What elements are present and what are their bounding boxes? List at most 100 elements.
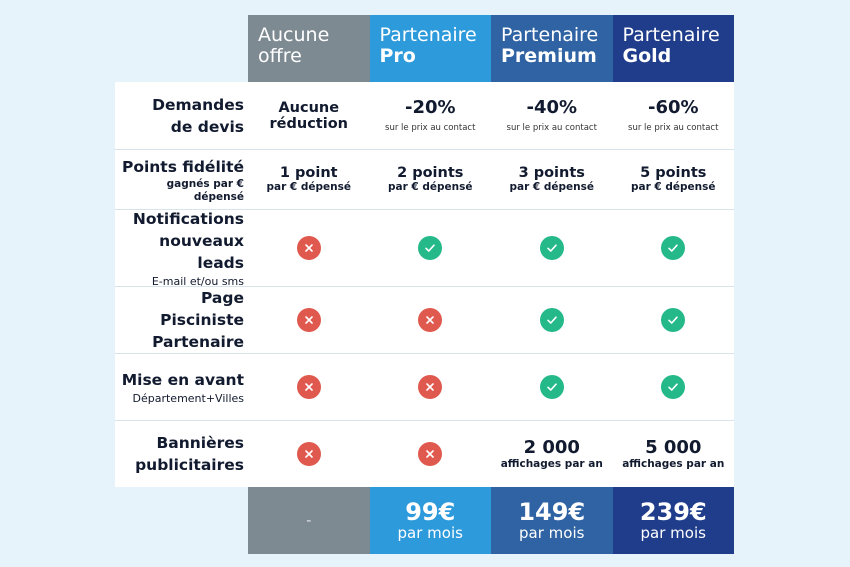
row-points-fidelite: Points fidélité gagnés par € dépensé 1 p… [115, 149, 734, 209]
cell-page-premium [491, 287, 613, 353]
cell-sub: par € dépensé [266, 181, 352, 193]
row-bannieres: Bannières publicitaires 2 000 affichages… [115, 420, 734, 487]
cell-bann-pro [370, 421, 492, 487]
row-label: Notifications nouveaux leads E-mail et/o… [115, 209, 248, 288]
row-label-line1: Bannières [156, 434, 244, 452]
price-amount: 149€ [518, 498, 586, 526]
cell-bann-aucune [248, 421, 370, 487]
check-icon [661, 375, 686, 399]
price-amount: 239€ [639, 498, 707, 526]
cell-main: -60% [647, 96, 699, 118]
cell-sub: par € dépensé [630, 181, 716, 193]
row-label-title: Mise en avant [121, 370, 244, 389]
row-label-sub: gagnés par € dépensé [166, 177, 244, 203]
plan-name-line2: Pro [379, 45, 416, 67]
cell-mise-aucune [248, 354, 370, 420]
cross-icon [418, 442, 443, 466]
cell-sub: par € dépensé [509, 181, 595, 193]
cell-sub: par € dépensé [387, 181, 473, 193]
price-gold: 239€ par mois [612, 487, 734, 554]
cell-notif-aucune [248, 210, 370, 286]
row-mise-en-avant: Mise en avant Département+Villes [115, 353, 734, 420]
cell-mise-pro [370, 354, 492, 420]
cell-main: 1 point [279, 165, 338, 181]
cell-main: 5 points [640, 165, 707, 181]
cell-main: -40% [526, 96, 578, 118]
row-label-sub: Département+Villes [132, 391, 245, 405]
header-spacer [115, 15, 248, 82]
price-period: par mois [640, 524, 706, 542]
cross-icon [296, 375, 321, 399]
row-label: Page Pisciniste Partenaire [115, 287, 248, 353]
row-label-title: Points fidélité [121, 157, 244, 176]
cross-icon [418, 375, 443, 399]
plan-name-line1: Aucune [258, 24, 330, 46]
check-icon [539, 236, 564, 260]
cell-main: 2 points [397, 165, 464, 181]
plan-header-gold: Partenaire Gold [612, 15, 734, 82]
plan-header-premium: Partenaire Premium [491, 15, 613, 82]
cell-page-aucune [248, 287, 370, 353]
price-period: par mois [519, 524, 585, 542]
cell-sub: affichages par an [500, 457, 603, 470]
cell-notif-gold [613, 210, 735, 286]
check-icon [539, 375, 564, 399]
row-demandes-devis: Demandes de devis Aucune réduction -20% … [115, 82, 734, 149]
check-icon [539, 308, 564, 332]
cell-mise-gold [613, 354, 735, 420]
cell-main: 5 000 [645, 436, 702, 458]
cell-sub: sur le prix au contact [506, 122, 597, 133]
cell-main: 3 points [518, 165, 585, 181]
cell-main: Aucune [278, 99, 340, 116]
price-period: par mois [397, 524, 463, 542]
cell-page-pro [370, 287, 492, 353]
row-label-line1: Demandes [152, 95, 244, 114]
check-icon [661, 308, 686, 332]
cell-devis-pro: -20% sur le prix au contact [370, 82, 492, 149]
plan-header-row: Aucune offre Partenaire Pro Partenaire P… [115, 15, 734, 82]
check-icon [418, 236, 443, 260]
cell-devis-gold: -60% sur le prix au contact [613, 82, 735, 149]
cell-sub: affichages par an [622, 457, 725, 470]
plan-name-line1: Partenaire [379, 24, 477, 46]
cell-devis-aucune: Aucune réduction [248, 82, 370, 149]
cross-icon [418, 308, 443, 332]
cell-sub: sur le prix au contact [628, 122, 719, 133]
cell-points-premium: 3 points par € dépensé [491, 150, 613, 209]
cross-icon [296, 442, 321, 466]
check-icon [661, 236, 686, 260]
price-pro: 99€ par mois [369, 487, 491, 554]
plan-header-pro: Partenaire Pro [369, 15, 491, 82]
row-label-line2: nouveaux leads [159, 231, 244, 272]
pricing-table: Aucune offre Partenaire Pro Partenaire P… [115, 15, 734, 554]
cell-points-aucune: 1 point par € dépensé [248, 150, 370, 209]
cell-bann-gold: 5 000 affichages par an [613, 421, 735, 487]
cell-notif-pro [370, 210, 492, 286]
price-dash: - [306, 512, 312, 529]
cell-page-gold [613, 287, 735, 353]
plan-name-line1: Partenaire [622, 24, 720, 46]
row-label: Demandes de devis [115, 82, 248, 149]
price-premium: 149€ par mois [491, 487, 613, 554]
cell-bann-premium: 2 000 affichages par an [491, 421, 613, 487]
row-label-line1: Page Pisciniste [160, 289, 244, 329]
cell-notif-premium [491, 210, 613, 286]
cross-icon [296, 236, 321, 260]
row-label-line2: de devis [170, 117, 244, 136]
cell-main-line2: réduction [269, 115, 348, 132]
cell-sub: sur le prix au contact [385, 122, 476, 133]
plan-name-line2: Premium [501, 45, 597, 67]
row-label: Bannières publicitaires [115, 421, 248, 487]
cell-mise-premium [491, 354, 613, 420]
row-label: Mise en avant Département+Villes [115, 354, 248, 420]
row-label-line2: publicitaires [135, 456, 244, 474]
plan-name-line2: Gold [622, 45, 672, 67]
plan-header-aucune: Aucune offre [248, 15, 370, 82]
row-label-line1: Notifications [132, 209, 244, 228]
footer-spacer [115, 487, 248, 554]
price-row: - 99€ par mois 149€ par mois 239€ par mo… [115, 487, 734, 554]
price-amount: 99€ [405, 498, 456, 526]
row-notifications: Notifications nouveaux leads E-mail et/o… [115, 209, 735, 288]
cell-points-gold: 5 points par € dépensé [613, 150, 735, 209]
row-page-pisciniste: Page Pisciniste Partenaire [115, 286, 734, 353]
